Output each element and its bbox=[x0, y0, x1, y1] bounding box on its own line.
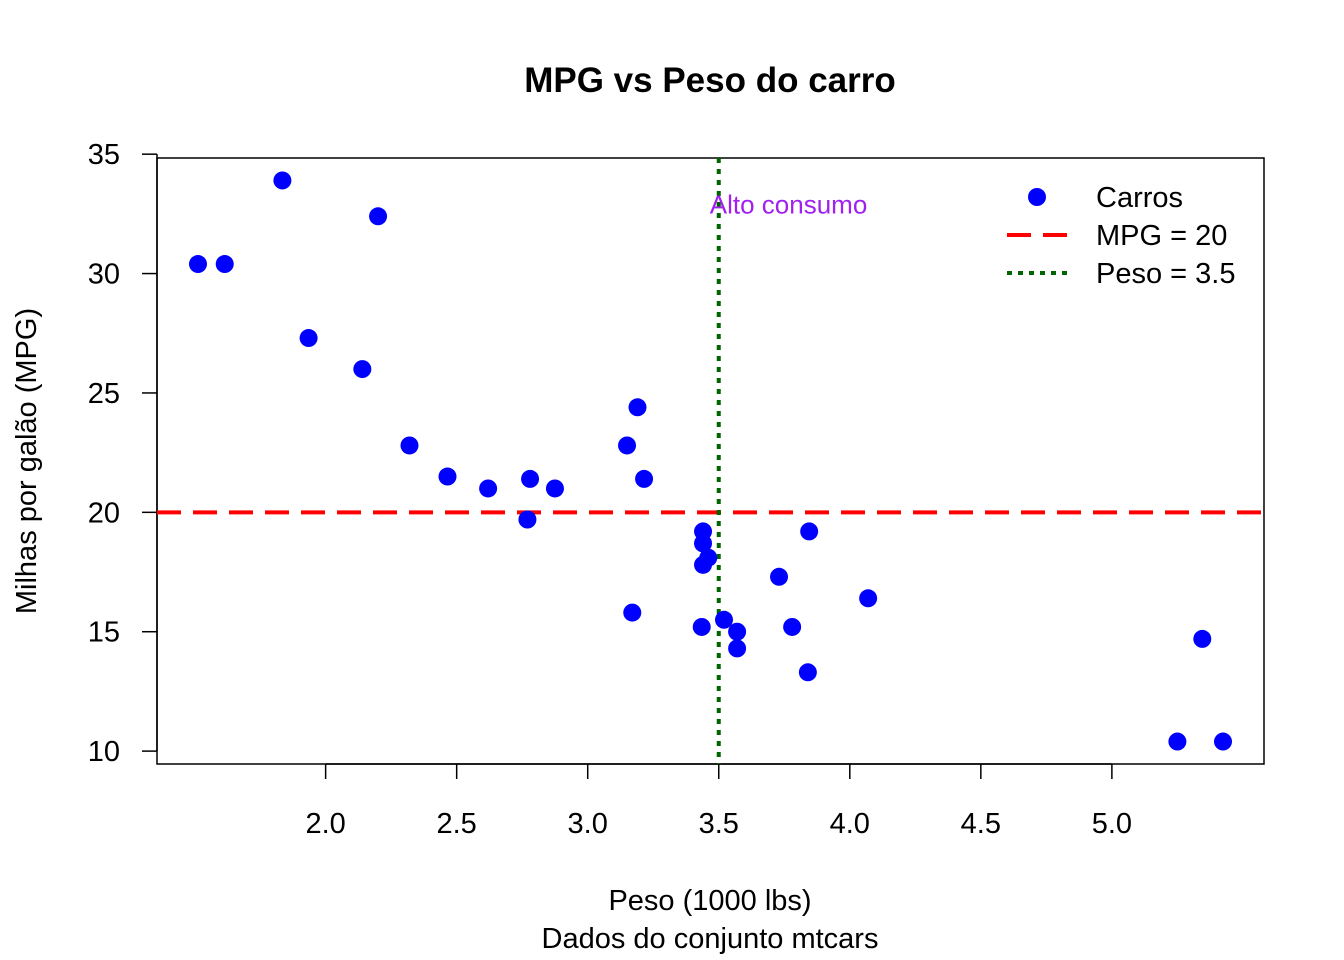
data-point bbox=[800, 522, 819, 541]
data-point bbox=[215, 255, 234, 274]
x-tick-label: 4.5 bbox=[961, 808, 1001, 840]
data-point bbox=[728, 622, 747, 641]
data-point bbox=[438, 467, 457, 486]
data-point bbox=[618, 436, 637, 455]
data-point bbox=[692, 617, 711, 636]
data-point bbox=[273, 171, 292, 190]
y-tick-label: 10 bbox=[88, 736, 120, 768]
data-point bbox=[1193, 629, 1212, 648]
data-point bbox=[545, 479, 564, 498]
data-point bbox=[783, 617, 802, 636]
y-axis-label: Milhas por galão (MPG) bbox=[11, 308, 43, 614]
y-tick-label: 25 bbox=[88, 378, 120, 410]
data-point bbox=[694, 555, 713, 574]
legend-label: Peso = 3.5 bbox=[1096, 258, 1235, 290]
x-tick-label: 4.0 bbox=[830, 808, 870, 840]
x-tick-label: 5.0 bbox=[1092, 808, 1132, 840]
data-point bbox=[714, 610, 733, 629]
x-tick-label: 2.0 bbox=[305, 808, 345, 840]
data-point bbox=[521, 469, 540, 488]
data-point bbox=[728, 639, 747, 658]
x-tick-label: 3.0 bbox=[568, 808, 608, 840]
data-point bbox=[479, 479, 498, 498]
y-tick-label: 35 bbox=[88, 139, 120, 171]
data-point bbox=[1214, 732, 1232, 751]
data-point bbox=[859, 589, 878, 608]
data-point bbox=[798, 663, 817, 682]
data-point bbox=[623, 603, 642, 622]
y-tick-label: 15 bbox=[88, 617, 120, 649]
x-tick-label: 2.5 bbox=[437, 808, 477, 840]
data-point bbox=[400, 436, 419, 455]
data-point bbox=[518, 510, 537, 529]
data-point bbox=[635, 469, 654, 488]
data-point bbox=[694, 522, 713, 541]
legend: Carros MPG = 20 Peso = 3.5 bbox=[1007, 182, 1235, 290]
x-tick-label: 3.5 bbox=[699, 808, 739, 840]
x-axis-label: Peso (1000 lbs) bbox=[608, 885, 811, 917]
annotation-label: Alto consumo bbox=[710, 189, 868, 219]
y-axis: 10 15 20 25 30 35 bbox=[88, 139, 158, 768]
x-axis: 2.0 2.5 3.0 3.5 4.0 4.5 5.0 bbox=[305, 763, 1132, 840]
legend-symbol-point bbox=[1028, 188, 1046, 206]
legend-label: MPG = 20 bbox=[1096, 220, 1227, 252]
legend-label: Carros bbox=[1096, 182, 1183, 214]
data-point bbox=[299, 329, 318, 348]
reference-lines bbox=[157, 158, 1264, 764]
chart-title: MPG vs Peso do carro bbox=[524, 61, 896, 100]
data-point bbox=[353, 360, 372, 379]
y-tick-label: 30 bbox=[88, 259, 120, 291]
chart-subtitle: Dados do conjunto mtcars bbox=[542, 923, 879, 955]
data-point bbox=[1168, 732, 1187, 751]
annotations: Alto consumo bbox=[710, 189, 868, 219]
data-point bbox=[369, 207, 388, 226]
y-tick-label: 20 bbox=[88, 497, 120, 529]
data-point bbox=[770, 567, 789, 586]
data-points bbox=[189, 171, 1232, 751]
data-point bbox=[189, 255, 207, 274]
data-point bbox=[628, 398, 647, 417]
